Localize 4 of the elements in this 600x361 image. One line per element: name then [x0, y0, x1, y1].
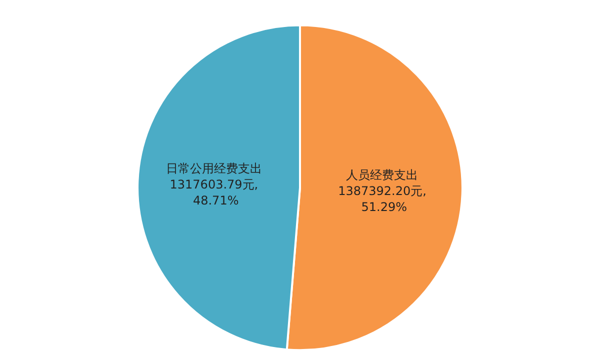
data-label: 1387392.20元, 51.29%	[338, 184, 430, 214]
slice-label: 人员经费支出	[346, 168, 422, 182]
slice-label: 日常公用经费支出	[166, 161, 266, 176]
data-label: 1317603.79元, 48.71%	[170, 177, 262, 208]
